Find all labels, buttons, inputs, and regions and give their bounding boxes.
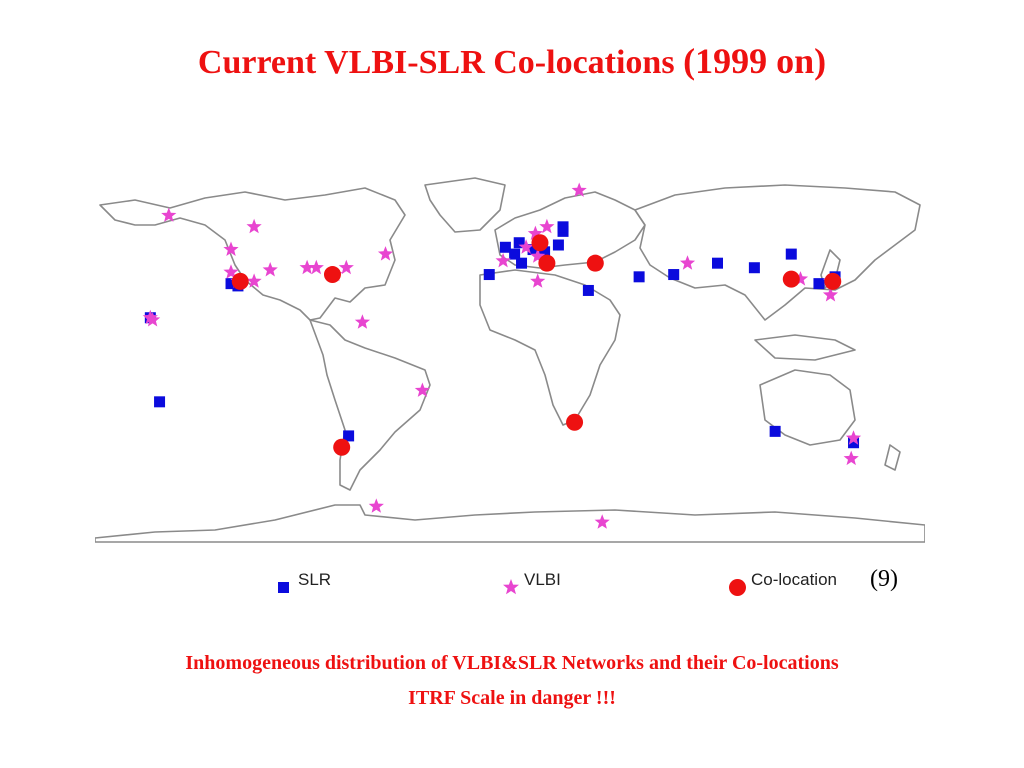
vlbi-marker bbox=[368, 498, 384, 513]
slr-marker bbox=[785, 248, 797, 260]
se-asia-islands bbox=[754, 334, 856, 361]
slr-marker bbox=[513, 237, 525, 249]
legend-colocation-label: Co-location bbox=[751, 570, 837, 589]
vlbi-marker bbox=[145, 312, 161, 327]
vlbi-marker bbox=[299, 259, 315, 275]
legend-colocation: Co-location bbox=[729, 570, 869, 600]
slr-marker bbox=[813, 278, 825, 290]
title-year: (1999 on) bbox=[683, 41, 827, 81]
colocation-marker bbox=[586, 254, 604, 272]
antarctica bbox=[95, 504, 925, 543]
slr-marker bbox=[748, 262, 760, 274]
new-zealand bbox=[884, 444, 901, 471]
footer-line-2: ITRF Scale in danger !!! bbox=[408, 687, 616, 709]
page-title: Current VLBI-SLR Co-locations (1999 on) bbox=[0, 40, 1024, 82]
slr-marker bbox=[154, 396, 166, 408]
vlbi-marker bbox=[843, 450, 859, 466]
colocation-markers bbox=[231, 234, 842, 456]
slr-marker bbox=[225, 278, 237, 290]
footer-line-1: Inhomogeneous distribution of VLBI&SLR N… bbox=[185, 652, 839, 674]
legend-vlbi: VLBI bbox=[502, 570, 602, 600]
vlbi-marker bbox=[679, 255, 696, 270]
vlbi-marker bbox=[527, 225, 543, 241]
vlbi-marker bbox=[539, 218, 555, 234]
slr-marker bbox=[712, 257, 723, 269]
slr-marker bbox=[557, 221, 569, 233]
vlbi-marker bbox=[792, 271, 809, 286]
vlbi-marker bbox=[518, 239, 534, 254]
vlbi-marker bbox=[414, 382, 430, 397]
vlbi-marker bbox=[822, 287, 839, 302]
legend-colocation-dot bbox=[729, 579, 746, 596]
greenland bbox=[424, 177, 506, 233]
slr-marker bbox=[509, 248, 521, 260]
legend-slr-square bbox=[278, 582, 289, 593]
legend-vlbi-star bbox=[503, 579, 519, 595]
slr-marker bbox=[552, 239, 564, 251]
vlbi-marker bbox=[142, 309, 158, 325]
vlbi-marker bbox=[377, 246, 394, 261]
slr-marker bbox=[668, 269, 680, 281]
slr-marker bbox=[633, 271, 645, 283]
slr-marker bbox=[483, 269, 495, 281]
north-america bbox=[99, 187, 406, 321]
colocation-marker bbox=[323, 266, 341, 284]
title-main: Current VLBI-SLR Co-locations bbox=[197, 44, 675, 81]
colocation-marker bbox=[566, 413, 584, 431]
legend-vlbi-label: VLBI bbox=[524, 570, 561, 589]
slr-marker bbox=[527, 244, 539, 256]
world-map bbox=[95, 177, 925, 543]
slr-marker bbox=[539, 246, 551, 258]
legend-slr: SLR bbox=[278, 570, 378, 600]
vlbi-marker bbox=[530, 248, 546, 263]
colocation-count: (9) bbox=[870, 566, 898, 592]
coastlines bbox=[95, 177, 925, 543]
colocation-marker bbox=[824, 272, 842, 290]
africa bbox=[479, 269, 621, 426]
south-america bbox=[309, 319, 431, 491]
slr-markers bbox=[144, 221, 860, 449]
vlbi-marker bbox=[338, 259, 354, 275]
asia bbox=[634, 184, 921, 321]
vlbi-marker bbox=[246, 218, 262, 234]
colocation-marker bbox=[531, 234, 549, 252]
vlbi-marker bbox=[308, 259, 324, 275]
slr-marker bbox=[582, 284, 594, 296]
colocation-marker bbox=[538, 254, 556, 272]
vlbi-marker bbox=[845, 430, 862, 445]
slr-marker bbox=[499, 241, 511, 253]
slr-marker bbox=[769, 425, 781, 437]
vlbi-marker bbox=[223, 241, 239, 256]
vlbi-marker bbox=[161, 207, 177, 222]
vlbi-marker bbox=[495, 252, 511, 268]
vlbi-marker bbox=[223, 264, 239, 279]
colocation-marker bbox=[231, 272, 249, 290]
vlbi-marker bbox=[354, 314, 371, 329]
slr-marker bbox=[516, 257, 528, 269]
vlbi-marker bbox=[571, 182, 587, 197]
vlbi-marker bbox=[246, 273, 262, 288]
vlbi-marker bbox=[594, 514, 610, 529]
vlbi-markers bbox=[142, 182, 862, 529]
colocation-marker bbox=[782, 270, 800, 288]
colocation-marker bbox=[333, 438, 351, 456]
slr-marker bbox=[848, 437, 860, 449]
slr-marker bbox=[343, 430, 355, 442]
legend-slr-label: SLR bbox=[298, 570, 332, 589]
vlbi-marker bbox=[262, 262, 278, 277]
vlbi-marker bbox=[530, 273, 546, 288]
